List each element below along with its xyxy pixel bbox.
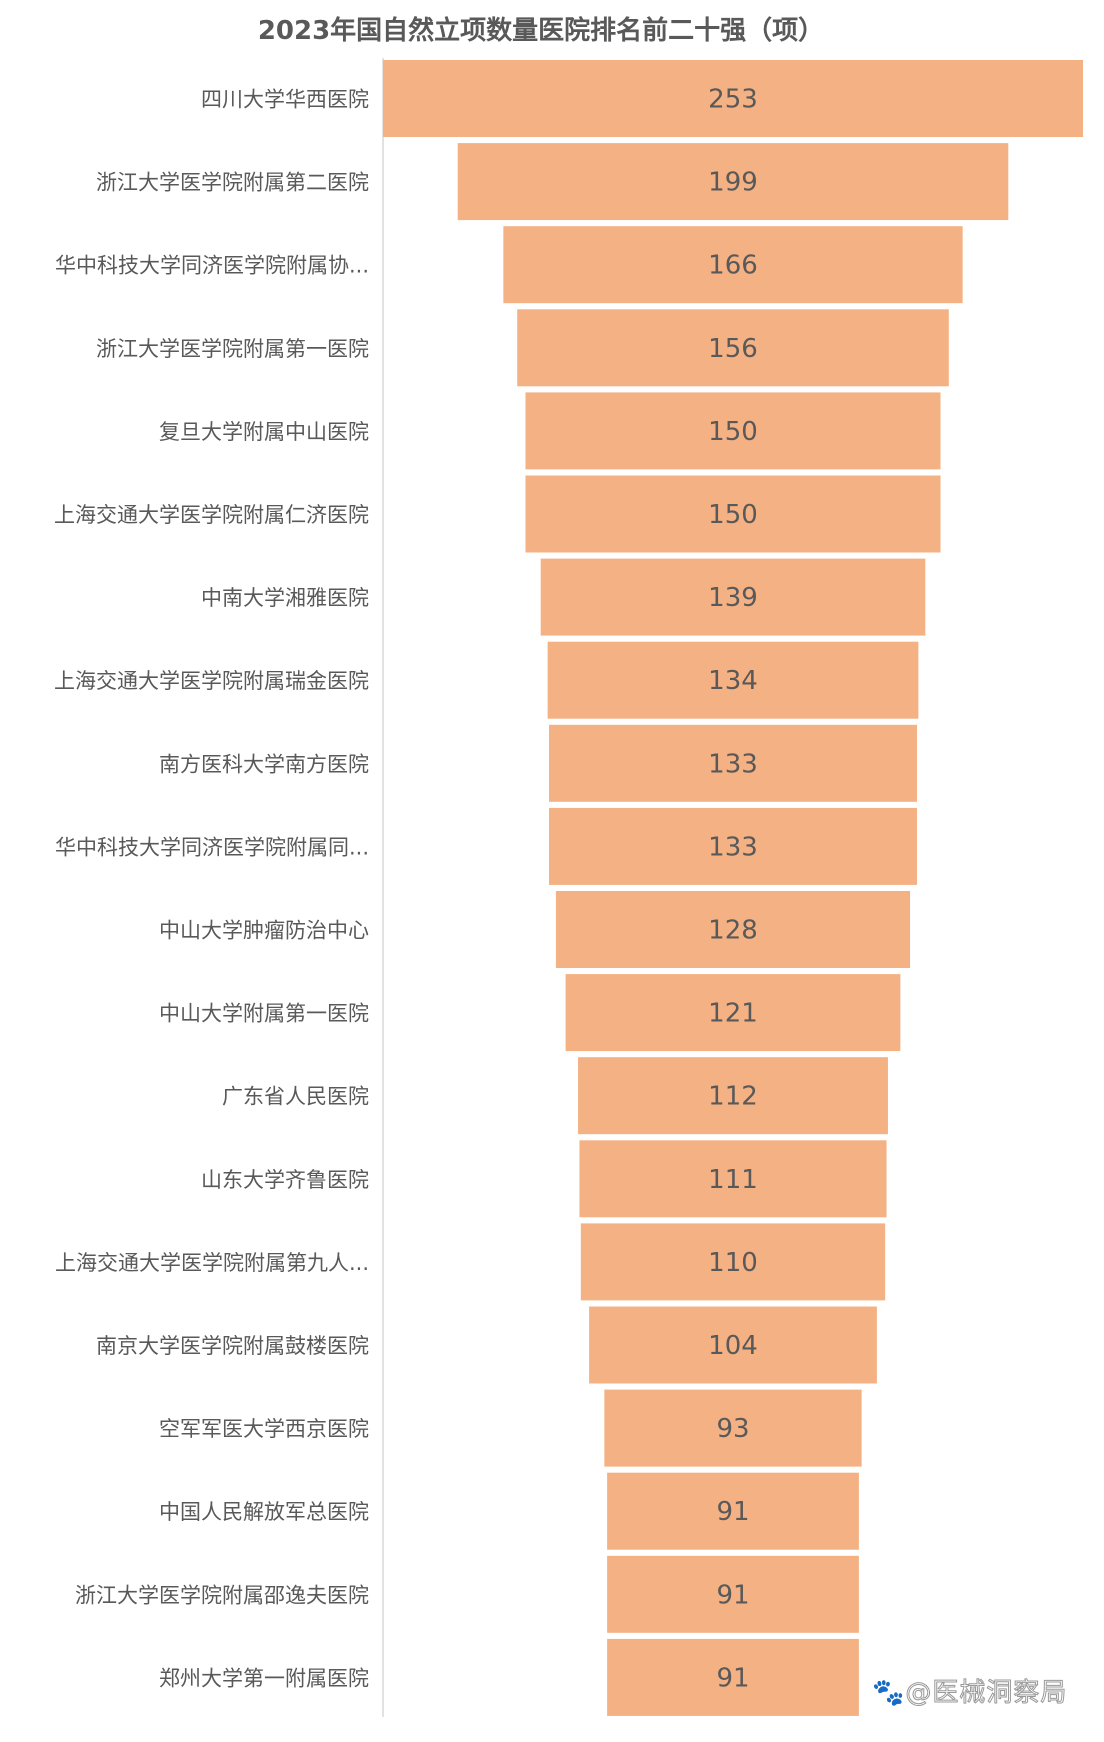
bar bbox=[604, 1389, 862, 1467]
bar bbox=[607, 1555, 859, 1633]
bar bbox=[589, 1306, 877, 1384]
category-label: 中山大学肿瘤防治中心 bbox=[159, 919, 369, 943]
data-label: 150 bbox=[708, 417, 758, 447]
category-label: 浙江大学医学院附属第一医院 bbox=[96, 337, 369, 361]
bar bbox=[607, 1472, 859, 1550]
category-label: 南京大学医学院附属鼓楼医院 bbox=[96, 1334, 369, 1358]
category-label: 华中科技大学同济医学院附属协... bbox=[55, 254, 369, 278]
data-label: 199 bbox=[708, 168, 758, 198]
category-label: 上海交通大学医学院附属仁济医院 bbox=[54, 503, 369, 527]
category-label: 浙江大学医学院附属第二医院 bbox=[96, 171, 369, 195]
data-label: 91 bbox=[716, 1497, 749, 1527]
data-label: 133 bbox=[708, 832, 758, 862]
category-label: 上海交通大学医学院附属瑞金医院 bbox=[54, 669, 369, 693]
category-label: 中国人民解放军总医院 bbox=[159, 1500, 369, 1524]
bar bbox=[517, 309, 949, 387]
category-label: 复旦大学附属中山医院 bbox=[159, 420, 369, 444]
category-label: 空军军医大学西京医院 bbox=[159, 1417, 369, 1441]
category-label: 四川大学华西医院 bbox=[201, 88, 369, 112]
category-label: 华中科技大学同济医学院附属同... bbox=[55, 835, 369, 859]
bar bbox=[457, 143, 1009, 221]
data-label: 150 bbox=[708, 500, 758, 530]
bar bbox=[579, 1140, 887, 1218]
bar bbox=[503, 226, 963, 304]
data-label: 128 bbox=[708, 916, 758, 946]
category-label: 郑州大学第一附属医院 bbox=[159, 1666, 369, 1690]
data-label: 166 bbox=[708, 251, 758, 281]
category-label: 浙江大学医学院附属邵逸夫医院 bbox=[75, 1583, 369, 1607]
category-label: 中南大学湘雅医院 bbox=[201, 586, 369, 610]
bar bbox=[578, 1057, 888, 1135]
data-label: 93 bbox=[716, 1414, 749, 1444]
bar bbox=[540, 558, 926, 636]
data-label: 253 bbox=[708, 85, 758, 115]
watermark: 🐾@医械洞察局 bbox=[871, 1678, 1068, 1709]
data-label: 121 bbox=[708, 999, 758, 1029]
bar bbox=[525, 475, 941, 553]
data-label: 110 bbox=[708, 1248, 758, 1278]
bar bbox=[555, 891, 911, 968]
bar bbox=[383, 60, 1083, 137]
category-label: 中山大学附属第一医院 bbox=[159, 1002, 369, 1026]
chart-title: 2023年国自然立项数量医院排名前二十强（项） bbox=[257, 16, 825, 46]
data-label: 156 bbox=[708, 334, 758, 364]
data-label: 104 bbox=[708, 1331, 758, 1361]
category-label: 山东大学齐鲁医院 bbox=[201, 1168, 369, 1192]
data-label: 134 bbox=[708, 666, 758, 696]
bar bbox=[565, 974, 901, 1052]
data-label: 111 bbox=[708, 1165, 758, 1195]
data-label: 112 bbox=[708, 1082, 758, 1112]
bar bbox=[549, 807, 917, 885]
data-label: 91 bbox=[716, 1663, 749, 1693]
bar bbox=[580, 1223, 886, 1301]
data-label: 133 bbox=[708, 749, 758, 779]
data-label: 139 bbox=[708, 583, 758, 613]
category-label: 南方医科大学南方医院 bbox=[159, 752, 369, 776]
bar bbox=[607, 1638, 859, 1716]
category-label: 上海交通大学医学院附属第九人... bbox=[55, 1251, 369, 1275]
category-label: 广东省人民医院 bbox=[222, 1085, 369, 1109]
bar bbox=[549, 724, 917, 802]
data-label: 91 bbox=[716, 1580, 749, 1610]
bar bbox=[525, 392, 941, 470]
bar bbox=[547, 641, 919, 719]
